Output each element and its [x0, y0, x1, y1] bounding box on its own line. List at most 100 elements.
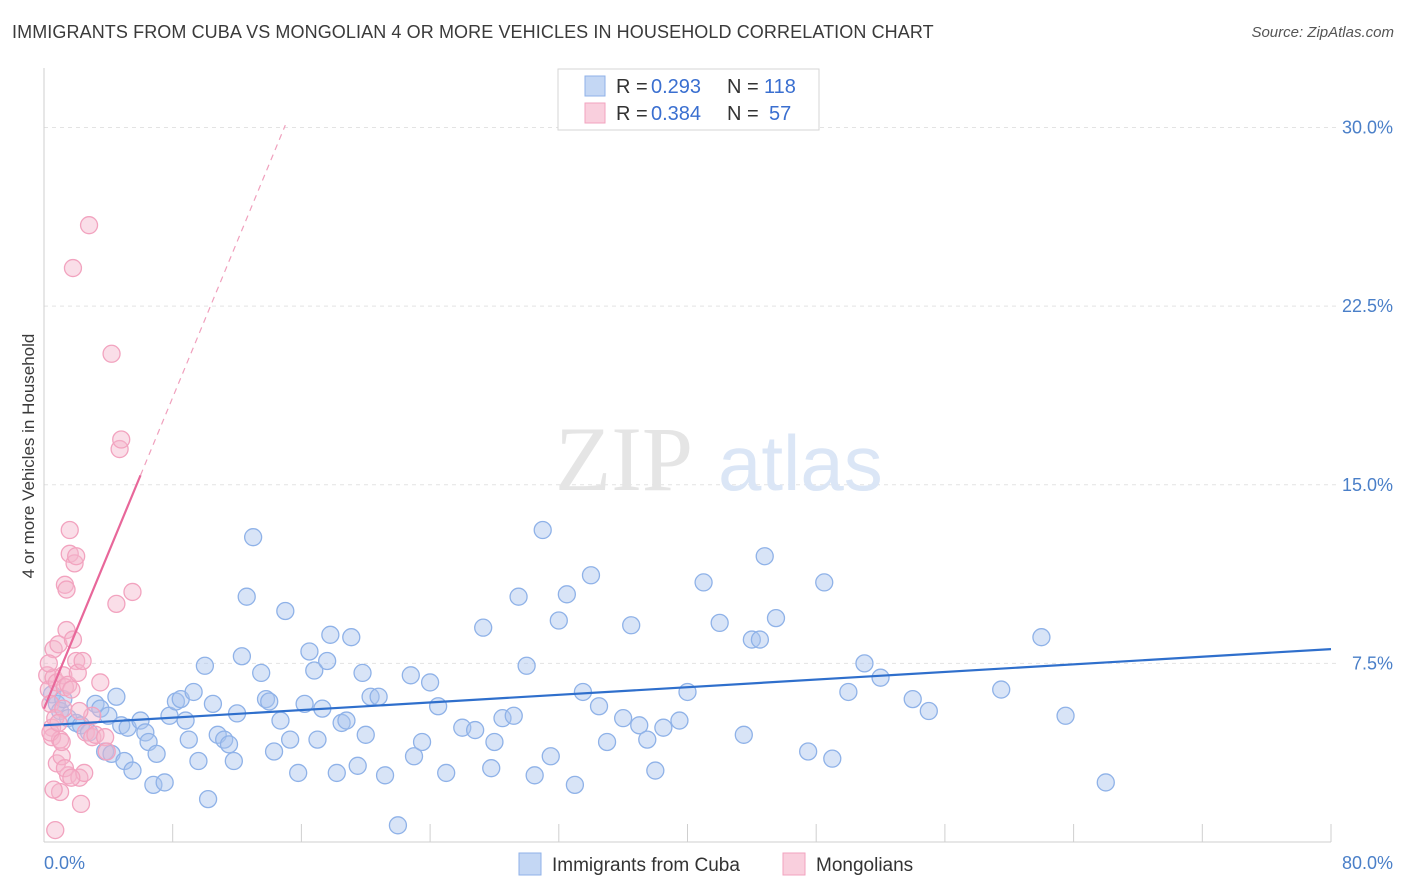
cuba-point-103: [734, 725, 753, 744]
cuba-point-63: [356, 725, 375, 744]
watermark-zip: ZIP: [555, 408, 693, 510]
series-mongolians-points: [38, 216, 142, 840]
legend-n-value-mongolians: 57: [769, 103, 791, 125]
cuba-point-75: [465, 720, 485, 740]
cuba-point-70: [412, 732, 432, 752]
mongolians-point-52: [52, 732, 71, 752]
cuba-point-27: [176, 711, 195, 730]
stats-legend: R = 0.293 N = 118 R = 0.384 N = 57: [557, 68, 820, 131]
trend-lines: [42, 124, 1332, 727]
cuba-point-65: [369, 687, 388, 706]
cuba-point-31: [195, 656, 215, 675]
cuba-point-33: [203, 694, 223, 714]
cuba-point-79: [493, 709, 512, 728]
x-tick-label-left: 0.0%: [44, 853, 85, 873]
cuba-point-67: [388, 816, 408, 835]
cuba-point-80: [504, 706, 523, 725]
legend-swatch-mongolians: [584, 102, 606, 124]
cuba-point-43: [256, 689, 276, 709]
trend-line-cuba: [43, 647, 1332, 727]
cuba-point-42: [252, 663, 271, 683]
mongolians-point-51: [49, 713, 68, 733]
legend-swatch-cuba: [584, 75, 606, 97]
bottom-legend-label-mongolians: Mongolians: [816, 855, 913, 876]
cuba-point-59: [337, 711, 356, 730]
cuba-point-98: [654, 718, 673, 737]
cuba-point-114: [903, 689, 922, 709]
series-legend: Immigrants from Cuba Mongolians: [518, 852, 913, 876]
legend-n-label-cuba: N =: [727, 76, 759, 98]
cuba-point-90: [581, 566, 601, 585]
cuba-point-58: [332, 713, 351, 733]
cuba-point-91: [589, 697, 609, 716]
legend-n-label-mongolians: N =: [727, 103, 759, 125]
series-cuba-points: [42, 520, 1115, 835]
legend-r-value-cuba: 0.293: [651, 76, 701, 98]
mongolians-point-34: [73, 651, 92, 671]
cuba-point-55: [317, 651, 337, 671]
bottom-legend-label-cuba: Immigrants from Cuba: [552, 855, 740, 876]
cuba-point-69: [404, 747, 424, 766]
cuba-point-39: [232, 647, 252, 666]
cuba-point-92: [597, 732, 617, 752]
cuba-point-36: [219, 735, 239, 754]
cuba-point-50: [295, 694, 314, 714]
legend-r-label-cuba: R =: [616, 76, 648, 98]
cuba-point-57: [327, 763, 346, 783]
mongolians-point-37: [79, 216, 99, 235]
gridlines: [44, 127, 1337, 664]
cuba-point-60: [342, 628, 361, 647]
y-axis-title: 4 or more Vehicles in Household: [19, 334, 38, 579]
mongolians-point-25: [62, 680, 81, 699]
cuba-point-72: [428, 697, 448, 716]
chart-title: IMMIGRANTS FROM CUBA VS MONGOLIAN 4 OR M…: [12, 22, 934, 42]
mongolians-point-44: [102, 344, 121, 363]
mongolians-point-33: [71, 794, 91, 814]
cuba-point-82: [517, 656, 536, 675]
cuba-point-77: [482, 759, 501, 778]
cuba-point-88: [565, 775, 585, 794]
cuba-point-41: [243, 528, 263, 547]
cuba-point-22: [147, 744, 166, 764]
cuba-point-117: [1032, 628, 1051, 647]
y-tick-label-3: 30.0%: [1342, 118, 1393, 138]
y-tick-label-0: 7.5%: [1352, 653, 1393, 673]
cuba-point-40: [237, 587, 256, 606]
cuba-point-62: [353, 663, 372, 683]
cuba-point-71: [420, 673, 440, 692]
cuba-point-73: [437, 763, 456, 783]
watermark-atlas: atlas: [718, 419, 883, 507]
chart-source: Source: ZipAtlas.com: [1251, 24, 1394, 41]
mongolians-point-42: [95, 728, 115, 747]
mongolians-point-56: [39, 654, 58, 673]
cuba-point-46: [271, 711, 290, 730]
cuba-point-76: [474, 618, 493, 637]
mongolians-point-14: [52, 747, 71, 766]
cuba-point-52: [305, 661, 324, 680]
cuba-point-87: [557, 585, 576, 604]
cuba-point-112: [855, 654, 874, 673]
mongolians-point-55: [70, 701, 89, 721]
cuba-point-29: [184, 682, 203, 702]
cuba-point-97: [646, 761, 665, 780]
cuba-point-119: [1096, 773, 1115, 792]
cuba-point-115: [919, 701, 938, 721]
mongolians-point-41: [91, 673, 110, 692]
cuba-point-25: [166, 692, 186, 711]
cuba-point-102: [710, 613, 729, 633]
legend-r-label-mongolians: R =: [616, 103, 648, 125]
cuba-point-32: [198, 789, 218, 809]
cuba-point-109: [815, 573, 834, 592]
cuba-point-85: [541, 747, 560, 766]
cuba-point-28: [179, 730, 198, 749]
cuba-point-11: [99, 706, 118, 725]
cuba-point-21: [144, 775, 163, 794]
mongolians-point-27: [63, 258, 83, 278]
cuba-point-113: [871, 668, 890, 687]
bottom-legend-swatch-cuba: [518, 852, 542, 876]
cuba-point-37: [224, 751, 243, 771]
mongolians-point-45: [107, 594, 126, 613]
mongolians-point-20: [57, 620, 76, 640]
cuba-point-61: [348, 756, 367, 775]
legend-r-value-mongolians: 0.384: [651, 103, 701, 125]
